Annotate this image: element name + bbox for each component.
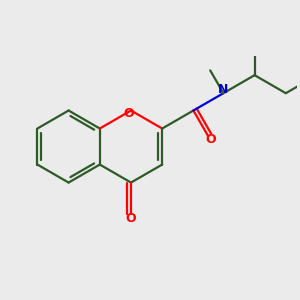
Text: O: O [123,107,134,121]
Text: O: O [126,212,136,225]
Text: N: N [218,82,229,95]
Text: O: O [205,134,216,146]
